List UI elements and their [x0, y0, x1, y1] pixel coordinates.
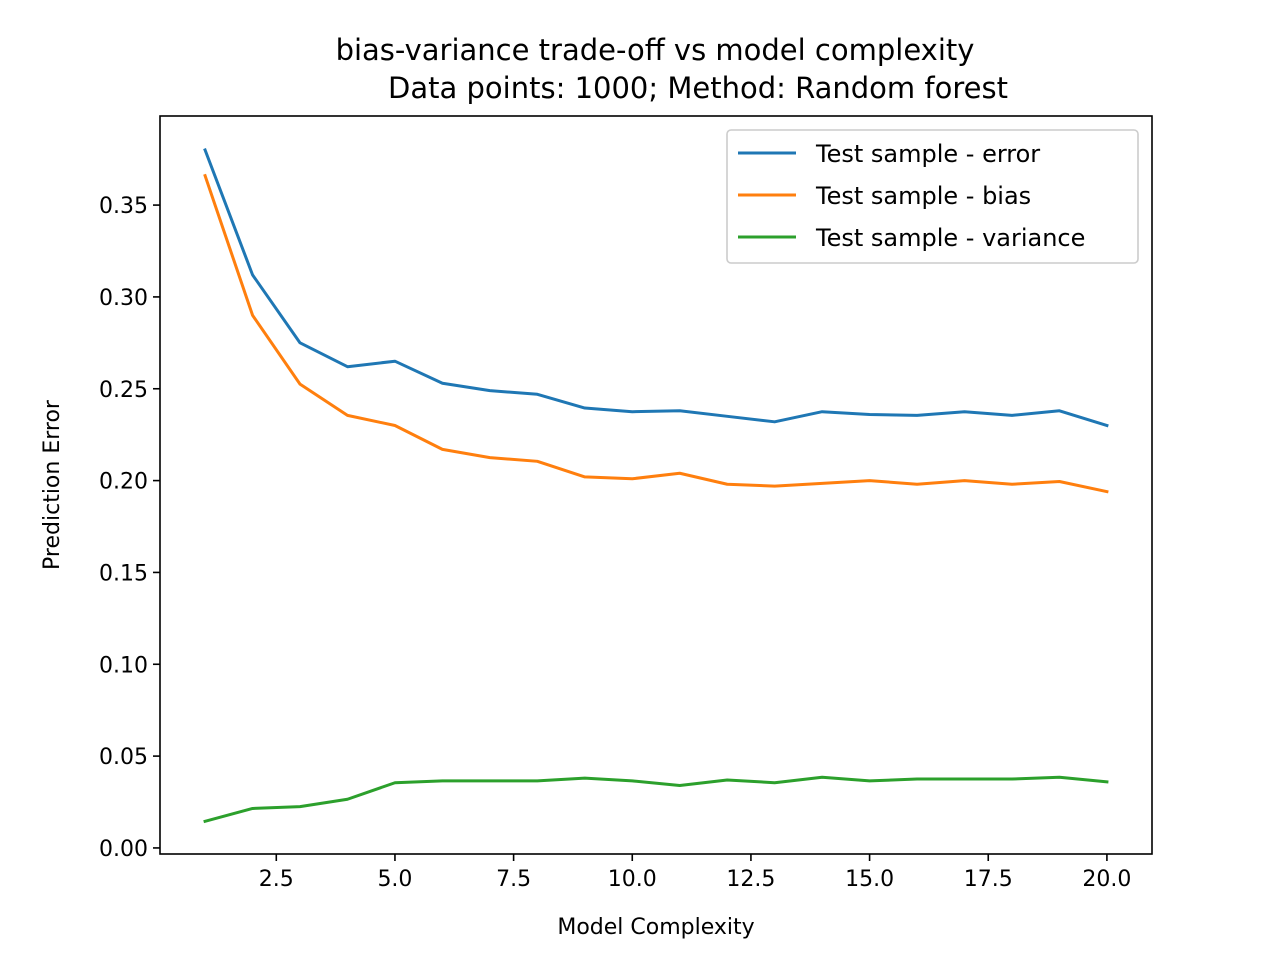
- x-tick-label: 20.0: [1082, 867, 1131, 892]
- chart-title-line1: bias-variance trade-off vs model complex…: [336, 33, 975, 67]
- y-tick-label: 0.35: [99, 194, 148, 219]
- y-tick-label: 0.10: [99, 653, 148, 678]
- y-tick-label: 0.00: [99, 837, 148, 862]
- y-tick-label: 0.25: [99, 378, 148, 403]
- y-tick-label: 0.15: [99, 561, 148, 586]
- legend-label-2: Test sample - bias: [815, 182, 1031, 210]
- series-line-1: [203, 148, 1109, 428]
- series-line-3: [203, 775, 1109, 824]
- y-axis-label: Prediction Error: [40, 399, 65, 570]
- x-tick-label: 12.5: [726, 867, 775, 892]
- axes-frame: [159, 115, 1153, 855]
- x-axis: 2.5 5.0 7.5 10.0 12.5 15.0 17.5 20.0: [259, 854, 1131, 892]
- legend: Test sample - error Test sample - bias Tes…: [726, 129, 1139, 264]
- legend-box: [726, 129, 1139, 264]
- y-tick-label: 0.20: [99, 470, 148, 495]
- x-tick-label: 2.5: [259, 867, 294, 892]
- y-axis: 0.00 0.05 0.10 0.15 0.20 0.25 0.30 0.35: [99, 194, 160, 862]
- series-line-2: [203, 173, 1109, 494]
- x-axis-label: Model Complexity: [557, 915, 754, 940]
- legend-label-3: Test sample - variance: [815, 224, 1085, 252]
- x-tick-label: 7.5: [496, 867, 531, 892]
- x-tick-label: 17.5: [964, 867, 1013, 892]
- x-tick-label: 5.0: [377, 867, 412, 892]
- y-tick-label: 0.30: [99, 286, 148, 311]
- y-tick-label: 0.05: [99, 745, 148, 770]
- x-tick-label: 15.0: [845, 867, 894, 892]
- legend-label-1: Test sample - error: [815, 140, 1040, 168]
- plot-area: [203, 148, 1109, 824]
- chart-title-line2: Data points: 1000; Method: Random forest: [388, 71, 1008, 105]
- x-tick-label: 10.0: [608, 867, 657, 892]
